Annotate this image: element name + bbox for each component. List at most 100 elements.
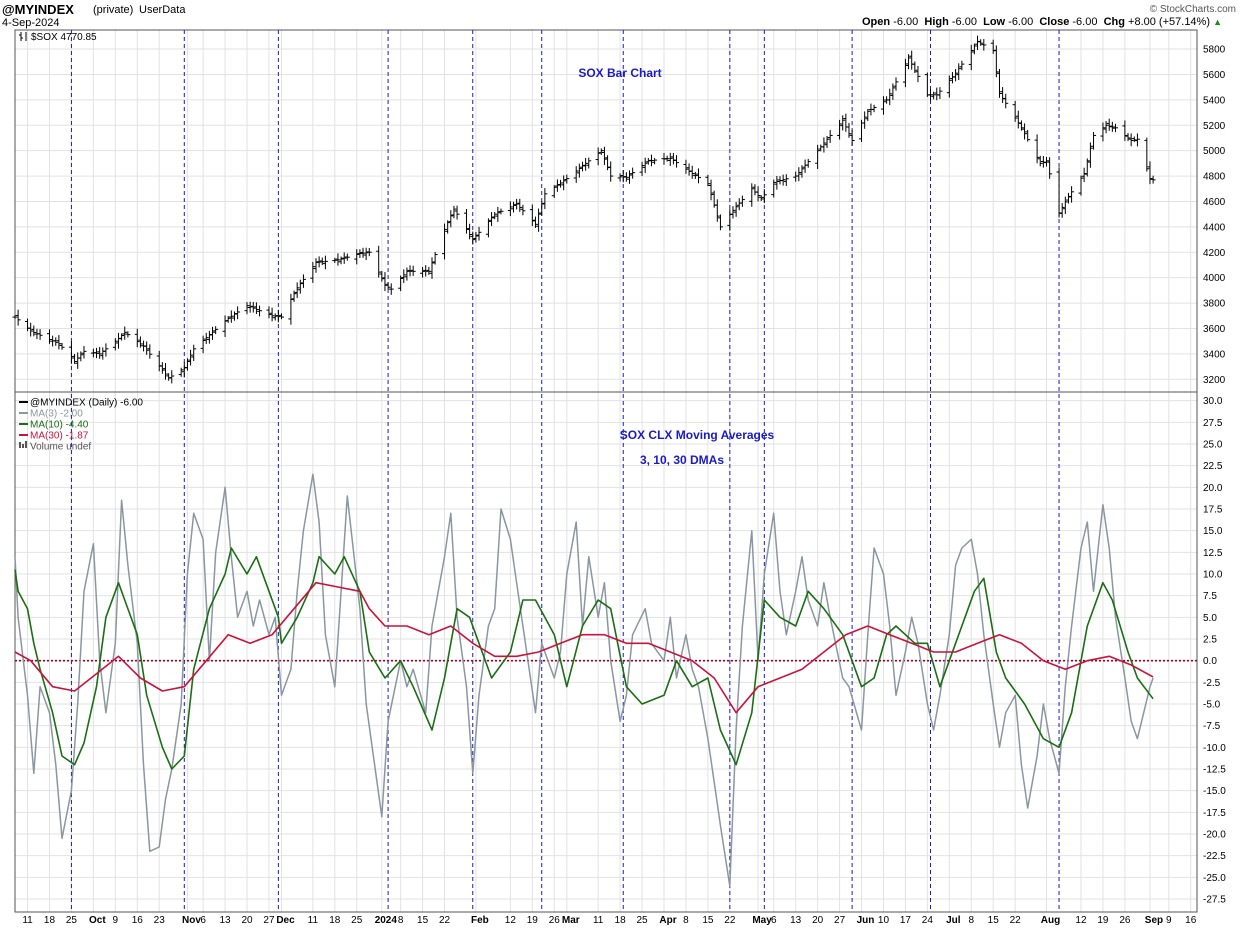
indicator-tick-label: 30.0 bbox=[1203, 396, 1223, 407]
watermark: © StockCharts.com bbox=[1149, 4, 1236, 15]
x-tick-label: 15 bbox=[988, 915, 1000, 926]
legend-entry: MA(3) -2.00 bbox=[30, 409, 83, 420]
indicator-tick-label: -10.0 bbox=[1203, 743, 1226, 754]
x-tick-label: 27 bbox=[263, 915, 275, 926]
series-line-ma10 bbox=[14, 547, 1154, 770]
series-line-ma3 bbox=[14, 473, 1154, 887]
x-tick-label: 15 bbox=[417, 915, 429, 926]
price-legend: $SOX 4770.85 bbox=[31, 32, 97, 43]
x-tick-label: 9 bbox=[113, 915, 119, 926]
indicator-tick-label: 22.5 bbox=[1203, 461, 1223, 472]
chg-value: +8.00 (+57.14%) bbox=[1128, 16, 1210, 28]
indicator-tick-label: -25.0 bbox=[1203, 873, 1226, 884]
series-line-ma30 bbox=[14, 581, 1154, 714]
indicator-tick-label: 2.5 bbox=[1203, 635, 1217, 646]
x-tick-label: Jun bbox=[857, 915, 875, 926]
volume-legend-icon bbox=[25, 441, 27, 448]
price-tick-label: 3200 bbox=[1203, 375, 1226, 386]
x-tick-label: Mar bbox=[562, 915, 580, 926]
open-value: -6.00 bbox=[893, 16, 919, 28]
price-tick-label: 4200 bbox=[1203, 248, 1226, 259]
x-tick-label: 19 bbox=[527, 915, 539, 926]
indicator-chart-title: SOX CLX Moving Averages bbox=[620, 428, 775, 442]
x-tick-label: 6 bbox=[771, 915, 777, 926]
indicator-tick-label: 27.5 bbox=[1203, 418, 1223, 429]
privacy-label: (private) bbox=[93, 4, 134, 16]
x-tick-label: 16 bbox=[1185, 915, 1197, 926]
x-tick-label: Dec bbox=[276, 915, 295, 926]
price-tick-label: 3800 bbox=[1203, 299, 1226, 310]
high-value: -6.00 bbox=[951, 16, 977, 28]
price-tick-label: 5600 bbox=[1203, 70, 1226, 81]
chg-label: Chg bbox=[1103, 16, 1125, 28]
x-tick-label: 18 bbox=[44, 915, 56, 926]
volume-legend-icon bbox=[19, 442, 21, 448]
x-tick-label: 6 bbox=[200, 915, 206, 926]
price-tick-label: 5200 bbox=[1203, 121, 1226, 132]
indicator-tick-label: 25.0 bbox=[1203, 440, 1223, 451]
x-tick-label: 22 bbox=[1010, 915, 1022, 926]
price-tick-label: 4000 bbox=[1203, 273, 1226, 284]
indicator-tick-label: -15.0 bbox=[1203, 786, 1226, 797]
indicator-tick-label: -27.5 bbox=[1203, 895, 1226, 906]
x-tick-label: 22 bbox=[439, 915, 451, 926]
low-value: -6.00 bbox=[1008, 16, 1034, 28]
legend-entry: MA(10) -4.40 bbox=[30, 420, 89, 431]
close-label: Close bbox=[1039, 16, 1070, 28]
x-tick-label: Feb bbox=[471, 915, 489, 926]
indicator-tick-label: -5.0 bbox=[1203, 700, 1221, 711]
x-tick-label: 8 bbox=[398, 915, 404, 926]
x-tick-label: 8 bbox=[968, 915, 974, 926]
low-label: Low bbox=[983, 16, 1006, 28]
indicator-chart-subtitle: 3, 10, 30 DMAs bbox=[640, 453, 724, 467]
x-tick-label: 22 bbox=[724, 915, 736, 926]
x-tick-label: Oct bbox=[89, 915, 106, 926]
legend-entry: Volume undef bbox=[30, 442, 91, 453]
x-tick-label: 12 bbox=[505, 915, 517, 926]
x-tick-label: Aug bbox=[1041, 915, 1060, 926]
legend-entry: @MYINDEX (Daily) -6.00 bbox=[30, 398, 143, 409]
legend-entry: MA(30) -1.87 bbox=[30, 431, 89, 442]
high-label: High bbox=[924, 16, 949, 28]
x-tick-label: 11 bbox=[22, 915, 33, 926]
chart-date: 4-Sep-2024 bbox=[2, 17, 60, 29]
x-tick-label: 8 bbox=[683, 915, 689, 926]
price-tick-label: 3400 bbox=[1203, 349, 1226, 360]
ohlc-bars bbox=[12, 35, 1156, 384]
x-tick-label: 12 bbox=[1075, 915, 1087, 926]
indicator-tick-label: 20.0 bbox=[1203, 483, 1223, 494]
x-tick-label: 10 bbox=[878, 915, 890, 926]
price-chart-title: SOX Bar Chart bbox=[578, 66, 661, 80]
price-tick-label: 5400 bbox=[1203, 95, 1226, 106]
x-tick-label: 20 bbox=[812, 915, 824, 926]
indicator-tick-label: 15.0 bbox=[1203, 526, 1223, 537]
price-tick-label: 4800 bbox=[1203, 172, 1226, 183]
x-tick-label: 11 bbox=[308, 915, 319, 926]
indicator-tick-label: 10.0 bbox=[1203, 570, 1223, 581]
price-panel-frame bbox=[14, 29, 1198, 393]
x-tick-label: 25 bbox=[351, 915, 363, 926]
x-tick-label: 23 bbox=[154, 915, 166, 926]
symbol-title: @MYINDEX bbox=[2, 2, 74, 17]
x-tick-label: 15 bbox=[702, 915, 714, 926]
indicator-tick-label: 0.0 bbox=[1203, 656, 1217, 667]
x-tick-label: 13 bbox=[220, 915, 232, 926]
open-label: Open bbox=[861, 16, 891, 28]
up-arrow-icon: ▲ bbox=[1213, 17, 1222, 27]
indicator-tick-label: 17.5 bbox=[1203, 505, 1223, 516]
x-tick-label: Jul bbox=[946, 915, 961, 926]
ohlc-readout: Open -6.00 High -6.00 Low -6.00 Close -6… bbox=[862, 16, 1210, 29]
price-tick-label: 5000 bbox=[1203, 146, 1226, 157]
indicator-tick-label: 12.5 bbox=[1203, 548, 1223, 559]
price-tick-label: 5800 bbox=[1203, 45, 1226, 56]
x-tick-label: 25 bbox=[636, 915, 648, 926]
x-tick-label: 26 bbox=[1119, 915, 1131, 926]
x-tick-label: 27 bbox=[834, 915, 846, 926]
price-tick-label: 4400 bbox=[1203, 222, 1226, 233]
volume-legend-icon bbox=[22, 444, 24, 448]
indicator-tick-label: -7.5 bbox=[1203, 721, 1221, 732]
x-tick-label: 17 bbox=[900, 915, 912, 926]
x-tick-label: 24 bbox=[922, 915, 934, 926]
x-tick-label: 11 bbox=[593, 915, 604, 926]
